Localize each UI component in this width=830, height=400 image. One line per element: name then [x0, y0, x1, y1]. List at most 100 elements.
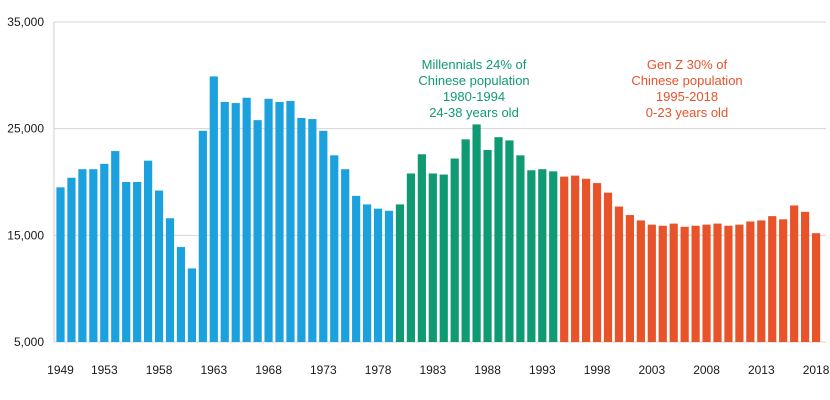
bar-1986: [461, 139, 470, 342]
bar-1988: [483, 150, 492, 342]
bar-1952: [89, 169, 98, 342]
annotation-line: Chinese population: [631, 73, 742, 88]
annotation-millennials: Millennials 24% of Chinese population 1980…: [418, 57, 529, 120]
bar-1963: [209, 76, 218, 343]
bar-1964: [220, 102, 229, 342]
bar-1985: [450, 158, 459, 342]
annotation-line: Millennials 24% of: [422, 57, 527, 72]
bar-1966: [242, 97, 251, 342]
bar-1950: [67, 177, 76, 342]
bar-1982: [417, 154, 426, 342]
x-tick-labels: 1949 1953 1958 1963 1968 1973 1978 1983 1988 1993…: [47, 363, 830, 377]
bar-1956: [133, 182, 142, 342]
y-tick-label: 35,000: [7, 15, 44, 29]
bar-1951: [78, 169, 87, 342]
bar-1962: [198, 130, 207, 342]
x-tick-label: 1993: [529, 363, 556, 377]
x-tick-label: 2013: [748, 363, 775, 377]
x-tick-label: 2018: [803, 363, 830, 377]
bar-1965: [231, 103, 240, 342]
bar-1979: [384, 210, 394, 342]
annotation-gen-z: Gen Z 30% of Chinese population 1995-2018 0…: [631, 57, 742, 120]
annotations: Millennials 24% of Chinese population 1980…: [418, 57, 742, 120]
bar-1949: [56, 187, 65, 342]
annotation-line: 1980-1994: [443, 89, 505, 104]
annotation-line: Gen Z 30% of: [647, 57, 728, 72]
annotation-line: Chinese population: [418, 73, 529, 88]
bar-1957: [144, 160, 153, 342]
bar-2017: [801, 211, 810, 342]
bar-1972: [308, 119, 317, 342]
x-tick-label: 2008: [693, 363, 720, 377]
bar-2013: [757, 220, 766, 342]
bar-1989: [494, 137, 503, 342]
bar-1984: [439, 174, 448, 342]
x-tick-label: 1978: [365, 363, 392, 377]
bar-1959: [165, 218, 175, 342]
bar-1968: [264, 98, 273, 342]
bar-2016: [790, 205, 799, 342]
bar-2009: [713, 223, 722, 342]
x-tick-label: 1988: [474, 363, 501, 377]
bar-2012: [746, 221, 755, 342]
bar-2018: [811, 233, 821, 342]
bar-2006: [680, 226, 689, 342]
x-tick-label: 1953: [91, 363, 118, 377]
bar-1976: [352, 195, 361, 342]
bar-1958: [154, 190, 164, 342]
x-tick-label: 2003: [638, 363, 665, 377]
bar-1961: [187, 268, 196, 342]
bar-1993: [538, 169, 547, 342]
bar-2014: [768, 216, 777, 342]
bar-1974: [330, 155, 339, 342]
bar-1975: [341, 169, 350, 342]
bar-1973: [319, 130, 328, 342]
x-tick-label: 1949: [47, 363, 74, 377]
bar-1967: [253, 120, 262, 342]
x-tick-label: 1983: [419, 363, 446, 377]
bar-1995: [560, 176, 569, 342]
bar-1953: [100, 163, 109, 342]
bar-1996: [571, 175, 580, 342]
bar-1954: [111, 151, 120, 342]
bar-1977: [363, 204, 372, 342]
bar-1970: [286, 100, 295, 342]
bar-2004: [658, 225, 667, 342]
bar-1978: [373, 208, 383, 342]
bar-2002: [636, 220, 645, 342]
bar-1991: [516, 155, 525, 342]
bar-2008: [702, 224, 711, 342]
x-tick-label: 1963: [200, 363, 227, 377]
y-tick-label: 15,000: [7, 228, 44, 242]
bar-1980: [395, 204, 405, 342]
y-tick-label: 25,000: [7, 122, 44, 136]
bar-1955: [122, 182, 131, 342]
bar-1983: [428, 173, 437, 342]
y-tick-label: 5,000: [14, 335, 44, 349]
bar-1994: [549, 171, 558, 342]
annotation-line: 0-23 years old: [646, 105, 728, 120]
bar-1960: [176, 247, 186, 342]
bar-1990: [505, 140, 514, 342]
y-tick-labels: 5,000 15,000 25,000 35,000: [7, 15, 44, 349]
bar-2005: [669, 223, 678, 342]
bar-1987: [472, 124, 481, 343]
bar-1999: [603, 192, 613, 342]
bar-2015: [779, 219, 788, 342]
bar-1992: [527, 170, 536, 342]
annotation-line: 24-38 years old: [429, 105, 519, 120]
annotation-line: 1995-2018: [656, 89, 718, 104]
bar-2010: [724, 225, 733, 342]
bar-1971: [297, 118, 306, 342]
bar-1997: [582, 178, 591, 342]
bar-2001: [625, 215, 634, 342]
x-tick-label: 1998: [584, 363, 611, 377]
bar-1998: [592, 183, 602, 342]
bars: [56, 76, 821, 343]
bar-2007: [691, 225, 700, 342]
bar-2000: [614, 206, 624, 342]
bar-2011: [735, 224, 744, 342]
bar-2003: [647, 224, 656, 342]
x-tick-label: 1968: [255, 363, 282, 377]
